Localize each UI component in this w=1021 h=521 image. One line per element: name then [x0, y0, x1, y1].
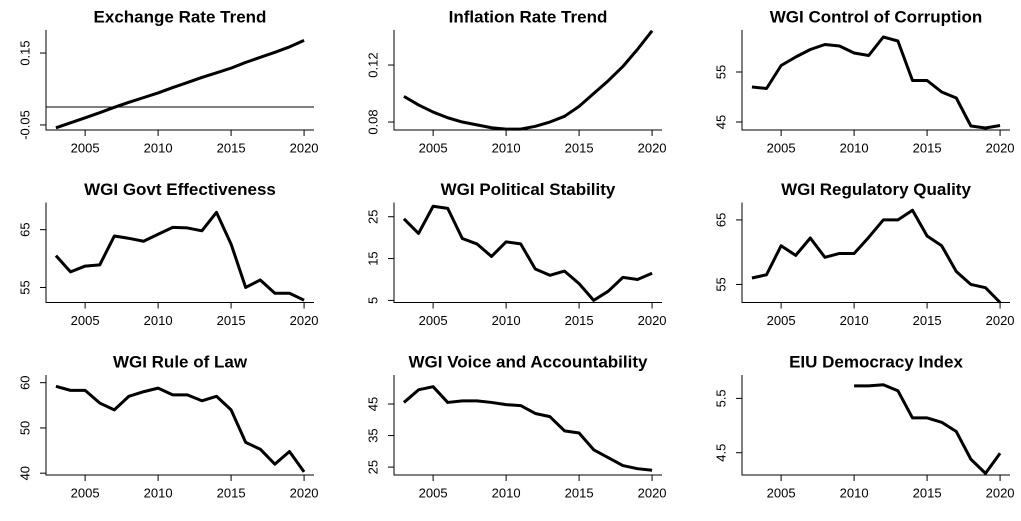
x-tick-label: 2005	[419, 313, 448, 328]
chart-title: WGI Voice and Accountability	[409, 352, 649, 371]
x-tick-label: 2015	[913, 485, 942, 500]
data-line	[54, 210, 305, 302]
chart-title: Inflation Rate Trend	[449, 7, 608, 26]
data-line	[403, 29, 654, 131]
x-tick-label: 2005	[767, 485, 796, 500]
panel: WGI Govt Effectiveness 2005 2010 2015 2020 55…	[17, 180, 318, 328]
x-tick-label: 2010	[840, 485, 869, 500]
chart-title: Exchange Rate Trend	[94, 7, 267, 26]
x-tick-label: 2020	[638, 313, 667, 328]
chart-title: WGI Control of Corruption	[770, 7, 982, 26]
chart-title: WGI Regulatory Quality	[781, 180, 971, 199]
x-tick-label: 2015	[217, 313, 246, 328]
y-tick-label: 5	[365, 297, 380, 304]
x-tick-label: 2020	[986, 485, 1015, 500]
y-tick-label: 65	[17, 222, 32, 236]
x-tick-label: 2005	[71, 313, 100, 328]
x-tick-label: 2015	[565, 485, 594, 500]
x-tick-label: 2020	[638, 140, 667, 155]
y-tick-label: 45	[713, 115, 728, 129]
y-tick-label: 45	[365, 397, 380, 411]
panel: WGI Regulatory Quality 2005 2010 2015 2020 55…	[713, 180, 1014, 328]
panel: WGI Rule of Law 2005 2010 2015 2020 40 50 60	[17, 352, 318, 500]
y-tick-label: 15	[365, 251, 380, 265]
y-tick-label: 40	[17, 466, 32, 480]
chart-title: WGI Govt Effectiveness	[84, 180, 276, 199]
x-tick-label: 2020	[638, 485, 667, 500]
x-tick-label: 2015	[913, 313, 942, 328]
chart-title: WGI Rule of Law	[113, 352, 248, 371]
y-tick-label: 65	[713, 213, 728, 227]
x-tick-label: 2015	[217, 140, 246, 155]
y-tick-label: 55	[17, 280, 32, 294]
y-tick-label: 0.15	[17, 40, 32, 65]
y-tick-label: 0.12	[365, 52, 380, 77]
x-tick-label: 2020	[986, 140, 1015, 155]
x-tick-label: 2010	[492, 485, 521, 500]
x-tick-label: 2015	[217, 485, 246, 500]
y-tick-label: 5.5	[713, 389, 728, 407]
x-tick-label: 2010	[144, 485, 173, 500]
panel: Exchange Rate Trend 2005 2010 2015 2020 -0.05…	[17, 7, 318, 155]
panel: WGI Political Stability 2005 2010 2015 2020 5…	[365, 180, 666, 328]
data-line	[55, 384, 306, 473]
data-line	[751, 208, 1002, 304]
panel: EIU Democracy Index 2005 2010 2015 2020 4.5 5.…	[713, 352, 1014, 500]
y-tick-label: 60	[17, 375, 32, 389]
y-tick-label: 35	[365, 428, 380, 442]
x-tick-label: 2010	[492, 140, 521, 155]
x-tick-label: 2015	[565, 140, 594, 155]
x-tick-label: 2010	[840, 140, 869, 155]
panel: Inflation Rate Trend 2005 2010 2015 2020 0.08…	[365, 7, 666, 155]
x-tick-label: 2010	[492, 313, 521, 328]
panel: WGI Voice and Accountability 2005 2010 2015…	[365, 352, 666, 500]
data-line	[402, 204, 653, 302]
x-tick-label: 2015	[913, 140, 942, 155]
x-tick-label: 2010	[840, 313, 869, 328]
y-tick-label: 55	[713, 277, 728, 291]
data-line	[402, 385, 653, 472]
panel: WGI Control of Corruption 2005 2010 2015 202…	[713, 7, 1014, 155]
y-tick-label: 50	[17, 421, 32, 435]
x-tick-label: 2005	[419, 485, 448, 500]
x-tick-label: 2005	[71, 485, 100, 500]
chart-title: WGI Political Stability	[441, 180, 616, 199]
data-line	[751, 35, 1001, 130]
x-tick-label: 2015	[565, 313, 594, 328]
chart-title: EIU Democracy Index	[789, 352, 963, 371]
y-tick-label: 25	[365, 209, 380, 223]
x-tick-label: 2005	[419, 140, 448, 155]
x-tick-label: 2005	[71, 140, 100, 155]
x-tick-label: 2020	[986, 313, 1015, 328]
y-tick-label: 0.08	[365, 109, 380, 134]
y-tick-label: 25	[365, 460, 380, 474]
data-line	[55, 39, 305, 130]
x-tick-label: 2010	[144, 140, 173, 155]
y-tick-label: 55	[713, 65, 728, 79]
x-tick-label: 2005	[767, 313, 796, 328]
x-tick-label: 2005	[767, 140, 796, 155]
y-tick-label: 4.5	[713, 444, 728, 462]
x-tick-label: 2020	[290, 313, 319, 328]
x-tick-label: 2010	[144, 313, 173, 328]
x-tick-label: 2020	[290, 140, 319, 155]
y-tick-label: -0.05	[17, 110, 32, 140]
data-line	[854, 383, 1002, 475]
x-tick-label: 2020	[290, 485, 319, 500]
